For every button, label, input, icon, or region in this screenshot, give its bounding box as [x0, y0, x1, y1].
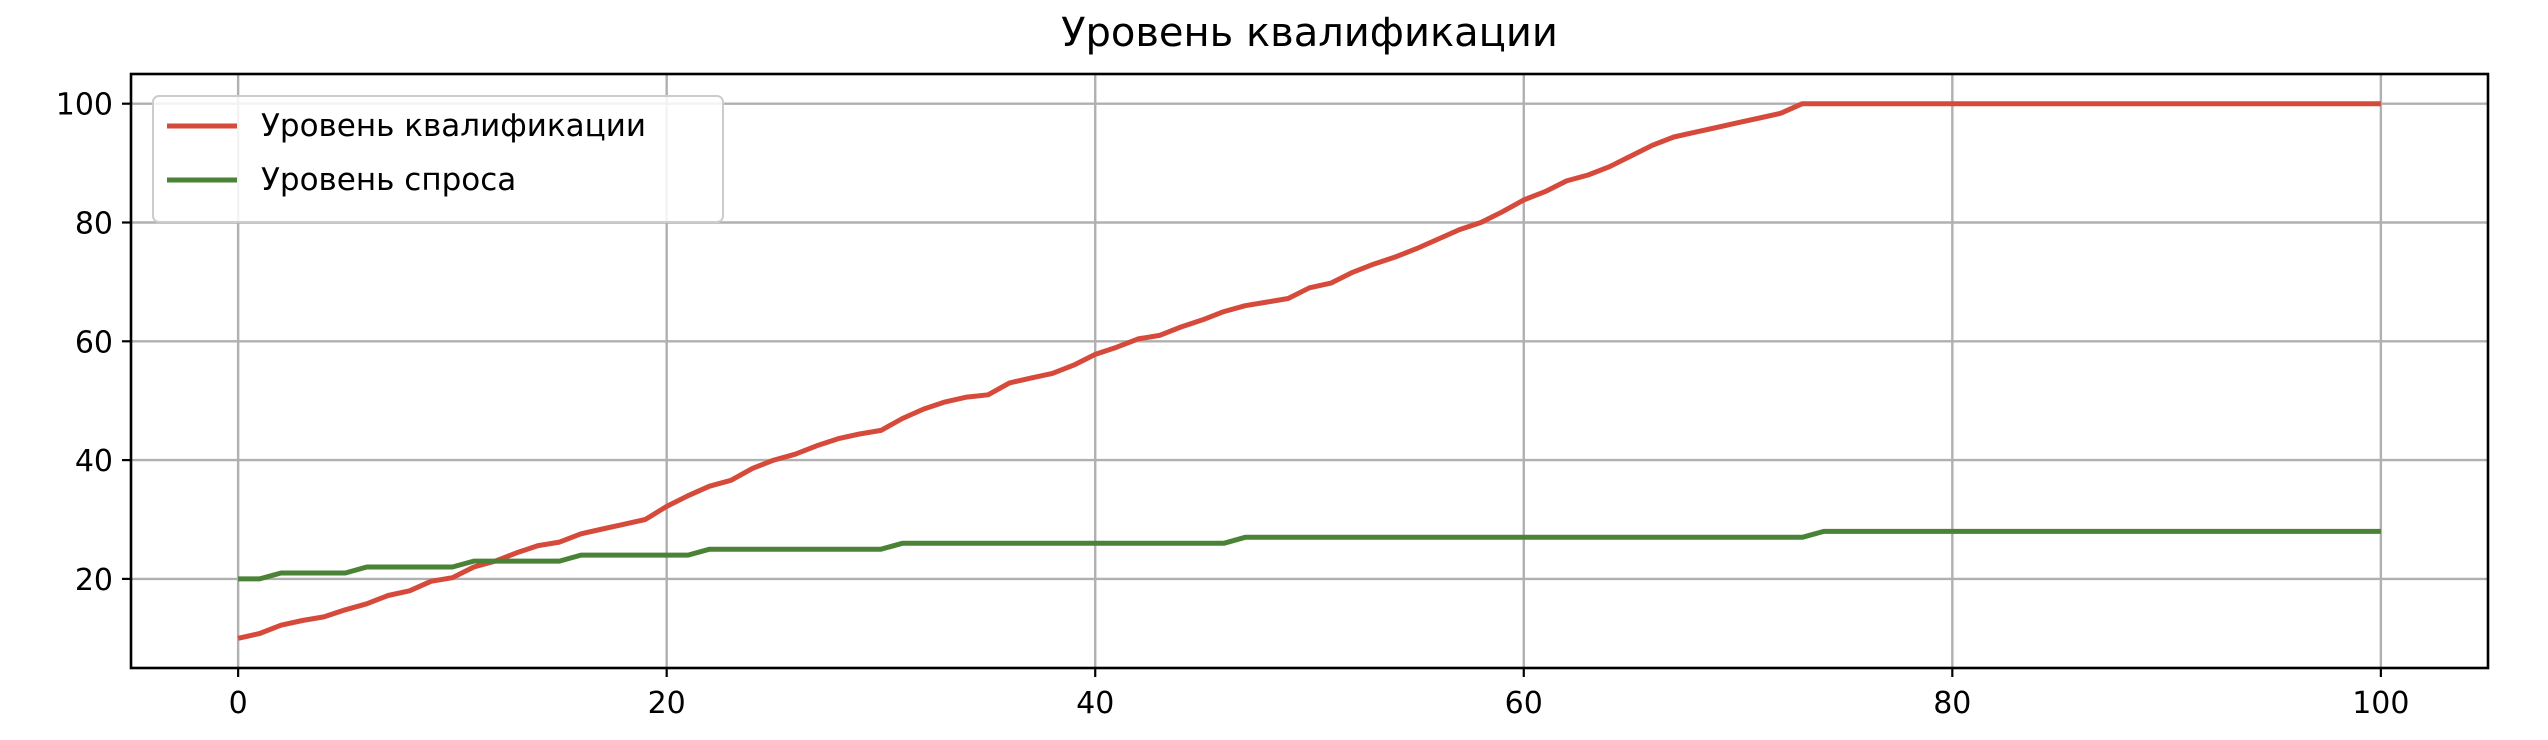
y-tick-label: 60 [75, 325, 113, 360]
legend-box [152, 95, 724, 223]
x-tick-label: 40 [1076, 686, 1114, 721]
y-tick-label: 100 [56, 88, 113, 123]
axis-ticks: 0 20 40 60 80 100 20 40 60 80 100 [56, 88, 2410, 721]
x-tick-label: 20 [648, 686, 686, 721]
series-line-0 [237, 101, 2381, 641]
plot-frame [129, 72, 2490, 670]
series-layer [237, 101, 2381, 641]
x-tick-label: 0 [229, 686, 248, 721]
x-tick-label: 80 [1933, 686, 1971, 721]
chart-title: Уровень квалификации [1061, 10, 1558, 56]
y-tick-label: 80 [75, 207, 113, 242]
legend-label: Уровень спроса [261, 162, 516, 198]
legend-label: Уровень квалификации [261, 108, 646, 144]
x-tick-label: 100 [2352, 686, 2409, 721]
legend: Уровень квалификации Уровень спроса [152, 95, 724, 223]
series-line-1 [238, 528, 2381, 582]
y-tick-label: 20 [75, 563, 113, 598]
x-tick-label: 60 [1505, 686, 1543, 721]
y-tick-label: 40 [75, 444, 113, 479]
legend-items: Уровень квалификации Уровень спроса [167, 108, 646, 198]
